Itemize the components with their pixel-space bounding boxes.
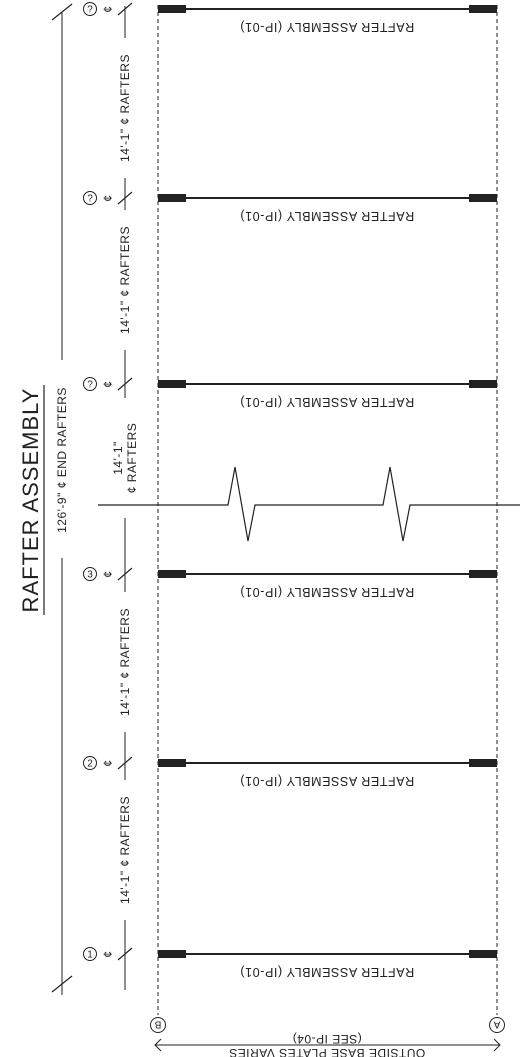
centerline-symbol: ¢ [101, 380, 115, 387]
break-line [98, 466, 520, 542]
base-plate-ref: (SEE IP-04) [292, 1032, 362, 1046]
bay-dimension-2: 14'-1" ¢ RAFTERS [118, 226, 132, 334]
arrow-right-icon [493, 1038, 501, 1052]
grid-bubble-number-3: 3 [83, 567, 97, 581]
svg-text:1: 1 [87, 950, 93, 961]
rafter-3 [158, 380, 497, 388]
bay-dimension-ticks [117, 2, 133, 961]
bay-gap-1 [116, 38, 132, 178]
centerline-symbol: ¢ [101, 5, 115, 12]
rafter-label-2: RAFTER ASSEMBLY (IP-01) [240, 209, 415, 223]
centerline-symbol: ¢ [101, 194, 115, 201]
overall-dimension-gap [55, 360, 69, 558]
grid-bubble-number-2: 2 [83, 756, 97, 770]
rafter-2 [158, 194, 497, 202]
bay-gap-4 [116, 592, 132, 732]
svg-text:2: 2 [87, 759, 93, 770]
grid-bubble-number-1: 1 [83, 947, 97, 961]
centerline-symbol: ¢ [101, 950, 115, 957]
svg-text:B: B [154, 1019, 161, 1030]
rafter-4 [158, 570, 497, 578]
rafter-label-3: RAFTER ASSEMBLY (IP-01) [240, 395, 415, 409]
centerline-symbol: ¢ [101, 759, 115, 766]
svg-text:3: 3 [87, 570, 93, 581]
bay-dimension-3-sub: ¢ RAFTERS [125, 423, 139, 494]
svg-text:A: A [493, 1019, 500, 1030]
rafter-label-1: RAFTER ASSEMBLY (IP-01) [240, 20, 415, 34]
base-plate-note: OUTSIDE BASE PLATES VARIES [229, 1046, 426, 1057]
grid-bubble-top: ? [83, 2, 97, 16]
dimension-tick-top [51, 3, 73, 21]
bay-gap-2 [116, 210, 132, 350]
rafter-label-5: RAFTER ASSEMBLY (IP-01) [240, 774, 415, 788]
rafter-1 [158, 5, 497, 13]
grid-bubble-3: ? [83, 377, 97, 391]
bay-dimension-5: 14'-1" ¢ RAFTERS [118, 796, 132, 904]
drawing-title: RAFTER ASSEMBLY [18, 388, 43, 613]
gridline-b-bubble: B [150, 1017, 166, 1033]
bay-gap-5 [116, 780, 132, 920]
svg-text:?: ? [87, 5, 93, 16]
gridline-a-bubble: A [489, 1017, 505, 1033]
bay-gap-3 [116, 398, 132, 518]
overall-dimension-text: 126'-9" ¢ END RAFTERS [55, 387, 69, 533]
rafter-6 [158, 950, 497, 958]
centerline-symbol: ¢ [101, 570, 115, 577]
bay-dimension-4: 14'-1" ¢ RAFTERS [118, 608, 132, 716]
rafter-label-4: RAFTER ASSEMBLY (IP-01) [240, 585, 415, 599]
svg-text:?: ? [87, 380, 93, 391]
dimension-tick-bottom [51, 975, 73, 993]
bay-dimension-1: 14'-1" ¢ RAFTERS [118, 54, 132, 162]
rafter-label-6: RAFTER ASSEMBLY (IP-01) [240, 965, 415, 979]
grid-bubble-2: ? [83, 191, 97, 205]
rafter-5 [158, 759, 497, 767]
bay-dimension-3: 14'-1" [111, 441, 125, 475]
svg-text:?: ? [87, 194, 93, 205]
arrow-left-icon [154, 1038, 162, 1052]
